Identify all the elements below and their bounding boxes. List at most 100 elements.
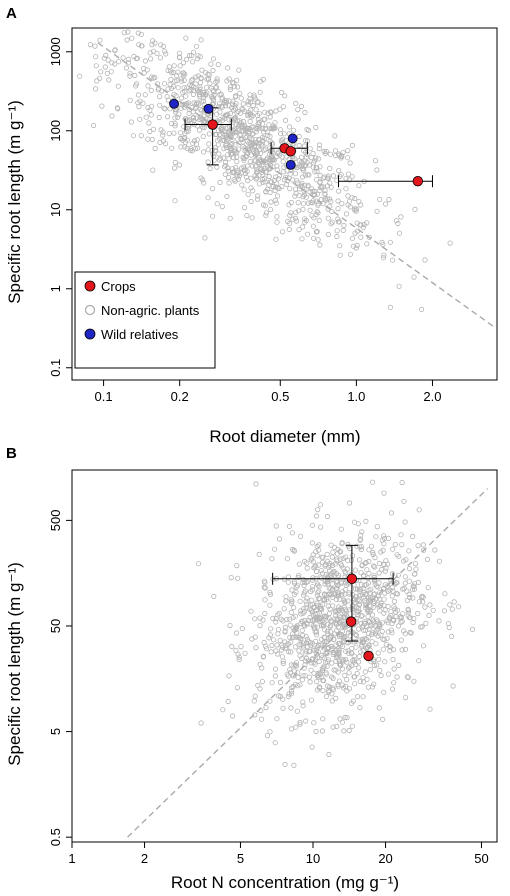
non-agric-point xyxy=(310,612,316,618)
non-agric-point xyxy=(280,618,286,624)
non-agric-point xyxy=(338,591,345,598)
non-agric-point xyxy=(223,99,229,106)
non-agric-point xyxy=(169,145,175,151)
non-agric-point xyxy=(305,127,312,133)
non-agric-point xyxy=(253,148,259,154)
non-agric-point xyxy=(108,69,115,75)
non-agric-point xyxy=(387,644,393,650)
legend-crops-marker xyxy=(84,280,96,292)
non-agric-point xyxy=(358,234,364,240)
non-agric-point xyxy=(138,133,144,139)
non-agric-point xyxy=(175,114,181,120)
non-agric-point xyxy=(358,649,364,655)
wild-relative-point xyxy=(169,98,179,109)
non-agric-point xyxy=(147,50,153,56)
non-agric-point xyxy=(396,230,403,236)
non-agric-point xyxy=(262,203,268,209)
non-agric-point xyxy=(329,581,335,587)
non-agric-point xyxy=(189,121,195,127)
non-agric-point xyxy=(267,133,273,140)
non-agric-point xyxy=(287,634,293,641)
non-agric-point xyxy=(339,563,345,569)
non-agric-point xyxy=(257,89,263,95)
non-agric-point xyxy=(264,732,271,739)
non-agric-point xyxy=(214,164,220,170)
non-agric-point xyxy=(372,581,378,587)
non-agric-point xyxy=(309,200,315,206)
non-agric-point xyxy=(161,81,168,87)
non-agric-point xyxy=(272,666,279,672)
non-agric-point xyxy=(280,136,286,142)
non-agric-point xyxy=(269,556,275,562)
non-agric-point xyxy=(339,540,345,547)
non-agric-point xyxy=(369,479,375,485)
non-agric-point xyxy=(316,542,322,548)
non-agric-point xyxy=(87,41,94,48)
non-agric-point xyxy=(282,117,289,124)
non-agric-point xyxy=(240,154,246,160)
non-agric-point xyxy=(211,157,217,163)
non-agric-point xyxy=(270,126,276,132)
non-agric-point xyxy=(352,230,358,236)
non-agric-point xyxy=(314,600,320,606)
non-agric-point xyxy=(217,179,223,185)
non-agric-point xyxy=(349,174,355,180)
non-agric-point xyxy=(311,625,317,631)
non-agric-point xyxy=(313,728,319,735)
non-agric-point xyxy=(177,63,183,69)
non-agric-point xyxy=(232,103,238,109)
non-agric-point xyxy=(338,155,344,161)
non-agric-point xyxy=(112,61,118,67)
non-agric-point xyxy=(177,130,184,136)
non-agric-point xyxy=(286,220,293,226)
non-agric-point xyxy=(281,131,287,137)
non-agric-point xyxy=(315,506,321,513)
non-agric-point xyxy=(400,586,406,592)
non-agric-point xyxy=(374,523,380,530)
non-agric-point xyxy=(286,226,292,232)
non-agric-point xyxy=(290,216,296,222)
non-agric-point xyxy=(288,210,294,216)
non-agric-point xyxy=(252,616,258,622)
non-agric-point xyxy=(219,96,225,102)
non-agric-point xyxy=(334,228,340,234)
non-agric-point xyxy=(336,604,342,610)
non-agric-point xyxy=(387,581,393,587)
non-agric-point xyxy=(275,626,281,633)
non-agric-point xyxy=(448,633,455,640)
non-agric-point xyxy=(239,106,245,112)
non-agric-point xyxy=(268,649,274,655)
non-agric-point xyxy=(382,201,389,207)
non-agric-point xyxy=(274,642,280,648)
non-agric-point xyxy=(404,597,410,603)
non-agric-point xyxy=(230,98,236,104)
non-agric-point xyxy=(357,678,363,685)
non-agric-point xyxy=(415,542,421,549)
crop-point xyxy=(345,616,357,627)
non-agric-point xyxy=(313,124,319,131)
non-agric-point xyxy=(292,215,299,221)
non-agric-point xyxy=(343,211,350,217)
non-agric-point xyxy=(341,634,347,640)
non-agric-point xyxy=(94,78,100,84)
non-agric-point xyxy=(287,622,293,628)
non-agric-point xyxy=(284,168,290,174)
non-agric-point xyxy=(324,513,331,520)
non-agric-point xyxy=(186,100,192,106)
non-agric-point xyxy=(270,157,276,163)
non-agric-point xyxy=(213,79,219,85)
non-agric-point xyxy=(293,624,299,631)
non-agric-point xyxy=(345,541,351,548)
non-agric-point xyxy=(247,118,253,125)
non-agric-point xyxy=(249,215,255,221)
non-agric-point xyxy=(420,594,426,600)
non-agric-point xyxy=(274,219,280,225)
non-agric-point xyxy=(234,159,240,165)
non-agric-point xyxy=(262,597,268,603)
non-agric-point xyxy=(335,624,341,630)
non-agric-point xyxy=(211,97,217,104)
non-agric-point xyxy=(206,72,212,78)
non-agric-point xyxy=(387,648,393,654)
non-agric-point xyxy=(381,252,387,258)
legend-crops-label: Crops xyxy=(101,279,136,294)
